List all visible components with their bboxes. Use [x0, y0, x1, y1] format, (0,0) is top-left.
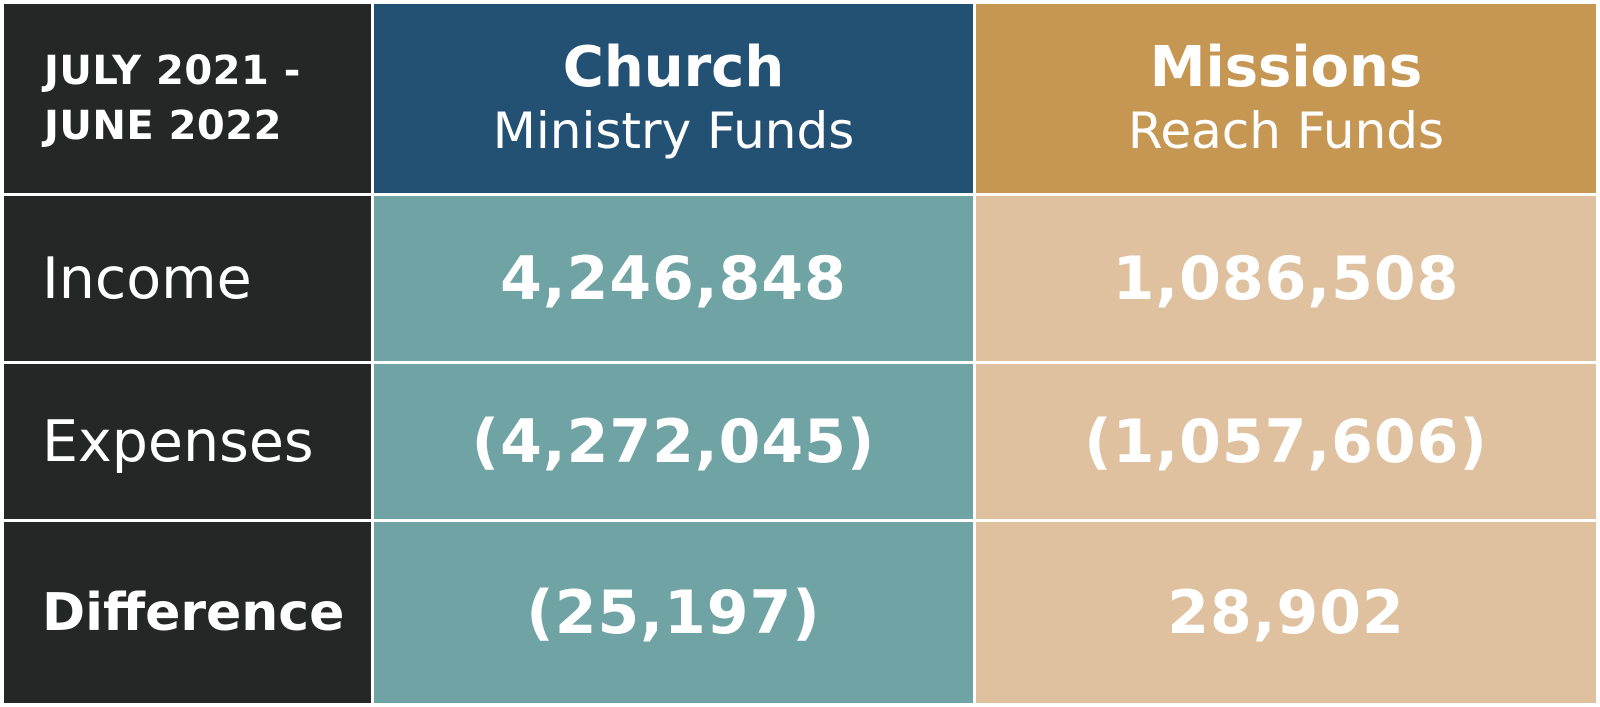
missions-header-subtitle: Reach Funds	[1127, 101, 1445, 160]
church-header-subtitle: Ministry Funds	[492, 101, 855, 160]
income-church-value: 4,246,848	[374, 196, 976, 364]
period-header-cell: JULY 2021 - JUNE 2022	[4, 4, 374, 196]
income-missions-value: 1,086,508	[976, 196, 1596, 364]
expenses-church-value: (4,272,045)	[374, 364, 976, 522]
missions-header-cell: Missions Reach Funds	[976, 4, 1596, 196]
difference-church-value: (25,197)	[374, 522, 976, 703]
period-line-1: JULY 2021 -	[44, 47, 301, 94]
funds-summary-table: JULY 2021 - JUNE 2022 Church Ministry Fu…	[4, 4, 1596, 703]
expenses-missions-value: (1,057,606)	[976, 364, 1596, 522]
income-label: Income	[4, 196, 374, 364]
church-header-title: Church	[562, 34, 785, 100]
missions-header-title: Missions	[1149, 34, 1423, 100]
church-header-cell: Church Ministry Funds	[374, 4, 976, 196]
difference-missions-value: 28,902	[976, 522, 1596, 703]
difference-label: Difference	[4, 522, 374, 703]
period-line-2: JUNE 2022	[44, 102, 282, 149]
expenses-label: Expenses	[4, 364, 374, 522]
